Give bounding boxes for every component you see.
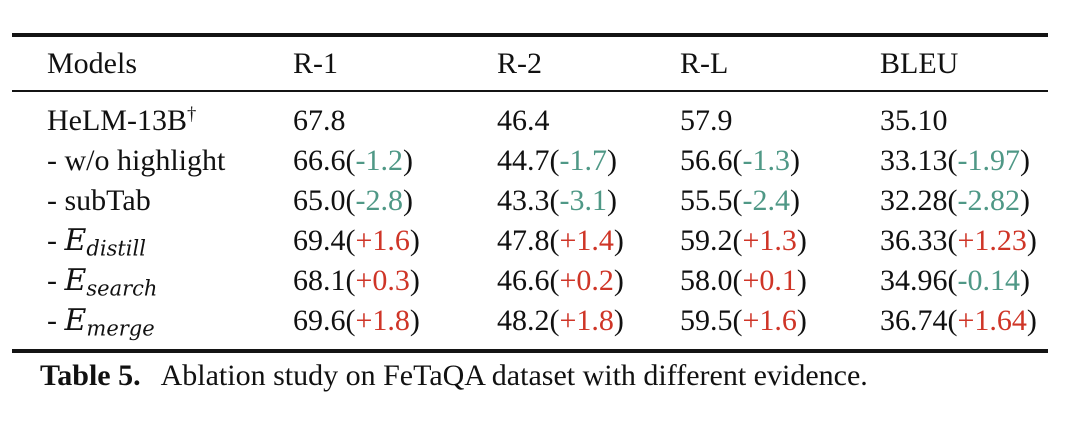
- model-name-text: -: [47, 264, 65, 297]
- column-header-bleu: BLEU: [880, 46, 959, 80]
- model-name-cell: - Esearch: [47, 261, 293, 301]
- table-header-rule: [12, 90, 1048, 92]
- delta-value: -1.3: [742, 144, 791, 177]
- table-row: - subTab 65.0(-2.8) 43.3(-3.1) 55.5(-2.4…: [0, 181, 1080, 221]
- caption-text: Ablation study on FeTaQA dataset with di…: [160, 359, 868, 392]
- metric-cell-bleu: 32.28(-2.82): [880, 184, 1030, 217]
- model-name-cell: HeLM-13B†: [47, 101, 293, 141]
- delta-value: -1.7: [559, 144, 608, 177]
- delta-value: +1.4: [559, 224, 614, 257]
- metric-cell-rl: 57.9: [680, 104, 733, 137]
- delta-value: +1.6: [742, 304, 797, 337]
- model-name-text: - w/o highlight: [47, 144, 226, 177]
- table-row: - w/o highlight 66.6(-1.2) 44.7(-1.7) 56…: [0, 141, 1080, 181]
- metric-cell-r1: 69.6(+1.8): [293, 304, 420, 337]
- dagger-superscript: †: [186, 103, 197, 125]
- metric-cell-bleu: 36.74(+1.64): [880, 304, 1037, 337]
- model-math-symbol: E: [64, 303, 87, 338]
- delta-value: +0.3: [355, 264, 410, 297]
- metric-cell-r2: 46.4: [497, 104, 550, 137]
- metric-cell-bleu: 35.10: [880, 104, 948, 137]
- delta-value: -1.2: [355, 144, 404, 177]
- table-row: - Emerge 69.6(+1.8) 48.2(+1.8) 59.5(+1.6…: [0, 301, 1080, 341]
- metric-cell-r2: 48.2(+1.8): [497, 304, 624, 337]
- metric-cell-r1: 67.8: [293, 104, 346, 137]
- model-name-text: -: [47, 304, 65, 337]
- delta-value: -1.97: [957, 144, 1021, 177]
- model-name-cell: - Emerge: [47, 301, 293, 341]
- metric-cell-bleu: 36.33(+1.23): [880, 224, 1037, 257]
- ablation-table: Models R-1 R-2 R-L BLEU HeLM-13B† 67.8 4…: [0, 33, 1080, 353]
- delta-value: +1.23: [957, 224, 1027, 257]
- metric-cell-rl: 56.6(-1.3): [680, 144, 800, 177]
- column-header-models: Models: [47, 46, 137, 80]
- metric-cell-r2: 43.3(-3.1): [497, 184, 617, 217]
- metric-cell-r1: 66.6(-1.2): [293, 144, 413, 177]
- model-name-cell: - subTab: [47, 181, 293, 221]
- model-name-text: - subTab: [47, 184, 151, 217]
- model-name-text: HeLM-13B: [47, 104, 187, 137]
- metric-cell-r1: 69.4(+1.6): [293, 224, 420, 257]
- metric-cell-r2: 44.7(-1.7): [497, 144, 617, 177]
- delta-value: -2.4: [742, 184, 791, 217]
- delta-value: +1.64: [957, 304, 1027, 337]
- caption-label: Table 5.: [40, 359, 141, 392]
- model-math-symbol: E: [64, 263, 87, 298]
- metric-cell-bleu: 33.13(-1.97): [880, 144, 1030, 177]
- metric-cell-r1: 65.0(-2.8): [293, 184, 413, 217]
- metric-cell-r2: 46.6(+0.2): [497, 264, 624, 297]
- column-header-rl: R-L: [680, 46, 729, 80]
- model-subscript: merge: [86, 316, 155, 341]
- delta-value: +1.3: [742, 224, 797, 257]
- model-math-symbol: E: [64, 223, 87, 258]
- model-name-cell: - w/o highlight: [47, 141, 293, 181]
- model-name-text: -: [47, 224, 65, 257]
- metric-cell-rl: 58.0(+0.1): [680, 264, 807, 297]
- table-row: - Edistill 69.4(+1.6) 47.8(+1.4) 59.2(+1…: [0, 221, 1080, 261]
- table-row: HeLM-13B† 67.8 46.4 57.9 35.10: [0, 101, 1080, 141]
- metric-cell-rl: 55.5(-2.4): [680, 184, 800, 217]
- delta-value: +0.2: [559, 264, 614, 297]
- column-header-r1: R-1: [293, 46, 338, 80]
- model-name-cell: - Edistill: [47, 221, 293, 261]
- model-subscript: distill: [86, 236, 146, 261]
- table-header-row: Models R-1 R-2 R-L BLEU: [0, 37, 1080, 90]
- metric-cell-r2: 47.8(+1.4): [497, 224, 624, 257]
- delta-value: +0.1: [742, 264, 797, 297]
- metric-cell-rl: 59.5(+1.6): [680, 304, 807, 337]
- table-row: - Esearch 68.1(+0.3) 46.6(+0.2) 58.0(+0.…: [0, 261, 1080, 301]
- delta-value: +1.8: [559, 304, 614, 337]
- model-subscript: search: [86, 276, 158, 301]
- delta-value: +1.8: [355, 304, 410, 337]
- table-body: HeLM-13B† 67.8 46.4 57.9 35.10 - w/o hig…: [0, 92, 1080, 349]
- delta-value: +1.6: [355, 224, 410, 257]
- column-header-r2: R-2: [497, 46, 542, 80]
- table-bottom-rule: [12, 349, 1048, 353]
- metric-cell-bleu: 34.96(-0.14): [880, 264, 1030, 297]
- metric-cell-rl: 59.2(+1.3): [680, 224, 807, 257]
- delta-value: -2.8: [355, 184, 404, 217]
- table-top-rule: [12, 33, 1048, 37]
- delta-value: -2.82: [957, 184, 1021, 217]
- delta-value: -3.1: [559, 184, 608, 217]
- table-caption: Table 5. Ablation study on FeTaQA dataset…: [40, 356, 868, 396]
- metric-cell-r1: 68.1(+0.3): [293, 264, 420, 297]
- delta-value: -0.14: [957, 264, 1021, 297]
